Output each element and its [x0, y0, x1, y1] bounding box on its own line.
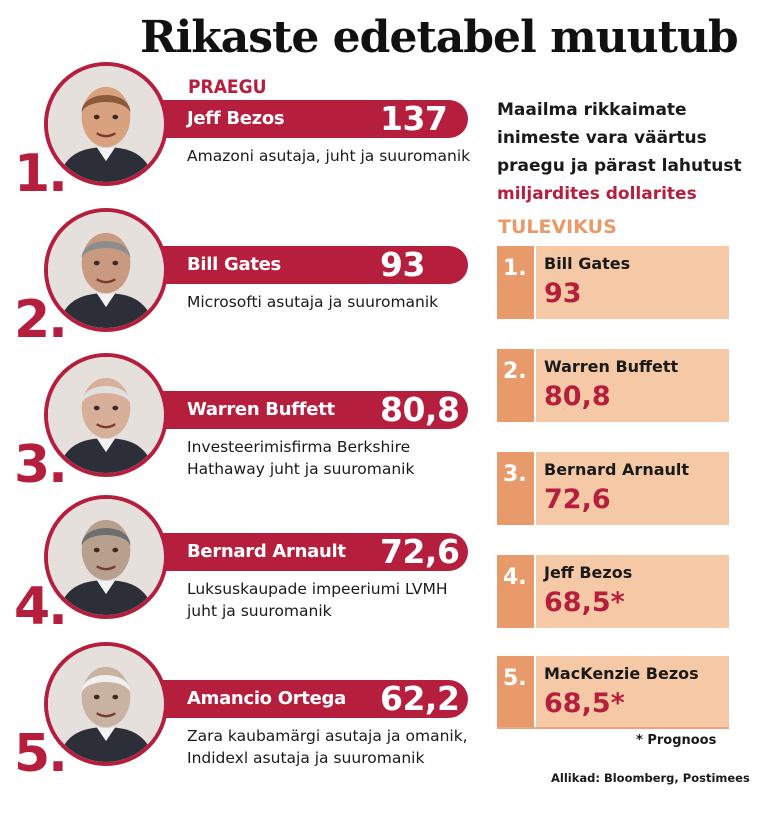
future-person-name: Jeff Bezos — [544, 563, 633, 582]
wealth-value: 80,8 — [380, 390, 460, 429]
future-rank-number: 4. — [497, 555, 534, 628]
name-bar — [150, 391, 468, 429]
name-bar — [150, 100, 468, 138]
intro-text: Maailma rikkaimate inimeste vara väärtus… — [497, 96, 762, 208]
person-name: Bernard Arnault — [187, 541, 346, 562]
person-description: Amazoni asutaja, juht ja suuromanik — [187, 147, 471, 165]
rank-number: 4. — [14, 577, 68, 637]
portrait-icon — [48, 646, 164, 762]
future-rank-box-1: 1. Bill Gates 93 — [497, 246, 729, 319]
future-wealth-value: 80,8 — [544, 381, 611, 412]
future-rank-body: Bill Gates 93 — [536, 246, 729, 319]
person-description: Luksuskaupade impeeriumi LVMH juht ja su… — [187, 580, 448, 620]
person-name: Bill Gates — [187, 254, 281, 275]
portrait-photo — [44, 495, 168, 619]
source-credit: Allikad: Bloomberg, Postimees — [551, 771, 750, 785]
intro-line: Maailma rikkaimate — [497, 100, 687, 120]
future-rank-box-2: 2. Warren Buffett 80,8 — [497, 349, 729, 422]
page-title: Rikaste edetabel muutub — [140, 12, 739, 63]
person-name: Jeff Bezos — [187, 108, 285, 129]
future-person-name: Bernard Arnault — [544, 460, 690, 479]
rank-number: 1. — [14, 144, 68, 204]
footnote-divider — [497, 727, 729, 729]
future-rank-box-3: 3. Bernard Arnault 72,6 — [497, 452, 729, 525]
portrait-icon — [48, 212, 164, 328]
ranking-row-4: Bernard Arnault 72,6 Luksuskaupade impee… — [0, 495, 480, 673]
future-person-name: Bill Gates — [544, 254, 631, 273]
future-wealth-value: 93 — [544, 278, 582, 309]
person-name: Warren Buffett — [187, 399, 335, 420]
future-rank-number: 3. — [497, 452, 534, 525]
wealth-value: 72,6 — [380, 532, 460, 571]
person-description: Microsofti asutaja ja suuromanik — [187, 293, 439, 311]
section-label-future: TULEVIKUS — [498, 216, 617, 238]
future-rank-number: 5. — [497, 656, 534, 729]
future-wealth-value: 68,5* — [544, 688, 625, 719]
rank-number: 3. — [14, 435, 68, 495]
future-rank-box-5: 5. MacKenzie Bezos 68,5* — [497, 656, 729, 729]
portrait-photo — [44, 208, 168, 332]
intro-unit: miljardites dollarites — [497, 184, 697, 204]
future-person-name: MacKenzie Bezos — [544, 664, 699, 683]
future-rank-number: 2. — [497, 349, 534, 422]
wealth-value: 93 — [380, 245, 425, 284]
wealth-value: 137 — [380, 99, 448, 138]
future-person-name: Warren Buffett — [544, 357, 679, 376]
rank-number: 2. — [14, 290, 68, 350]
intro-line: praegu ja pärast lahutust — [497, 156, 742, 176]
portrait-photo — [44, 62, 168, 186]
name-bar — [150, 246, 468, 284]
future-rank-body: MacKenzie Bezos 68,5* — [536, 656, 729, 729]
person-description: Zara kaubamärgi asutaja ja omanik, Indid… — [187, 727, 468, 767]
portrait-photo — [44, 353, 168, 477]
name-bar — [150, 680, 468, 718]
future-wealth-value: 68,5* — [544, 587, 625, 618]
intro-line: inimeste vara väärtus — [497, 128, 707, 148]
portrait-icon — [48, 66, 164, 182]
future-wealth-value: 72,6 — [544, 484, 611, 515]
ranking-row-5: Amancio Ortega 62,2 Zara kaubamärgi asut… — [0, 642, 480, 820]
future-rank-body: Warren Buffett 80,8 — [536, 349, 729, 422]
future-rank-box-4: 4. Jeff Bezos 68,5* — [497, 555, 729, 628]
name-bar — [150, 533, 468, 571]
ranking-row-2: Bill Gates 93 Microsofti asutaja ja suur… — [0, 208, 480, 386]
portrait-icon — [48, 499, 164, 615]
portrait-photo — [44, 642, 168, 766]
person-description: Investeerimisfirma Berkshire Hathaway ju… — [187, 438, 415, 478]
rank-number: 5. — [14, 724, 68, 784]
ranking-row-1: Jeff Bezos 137 Amazoni asutaja, juht ja … — [0, 62, 480, 240]
footnote: * Prognoos — [636, 733, 717, 748]
person-name: Amancio Ortega — [187, 688, 346, 709]
future-rank-body: Jeff Bezos 68,5* — [536, 555, 729, 628]
wealth-value: 62,2 — [380, 679, 460, 718]
section-label-now: PRAEGU — [188, 76, 267, 98]
portrait-icon — [48, 357, 164, 473]
future-rank-number: 1. — [497, 246, 534, 319]
future-rank-body: Bernard Arnault 72,6 — [536, 452, 729, 525]
ranking-row-3: Warren Buffett 80,8 Investeerimisfirma B… — [0, 353, 480, 531]
